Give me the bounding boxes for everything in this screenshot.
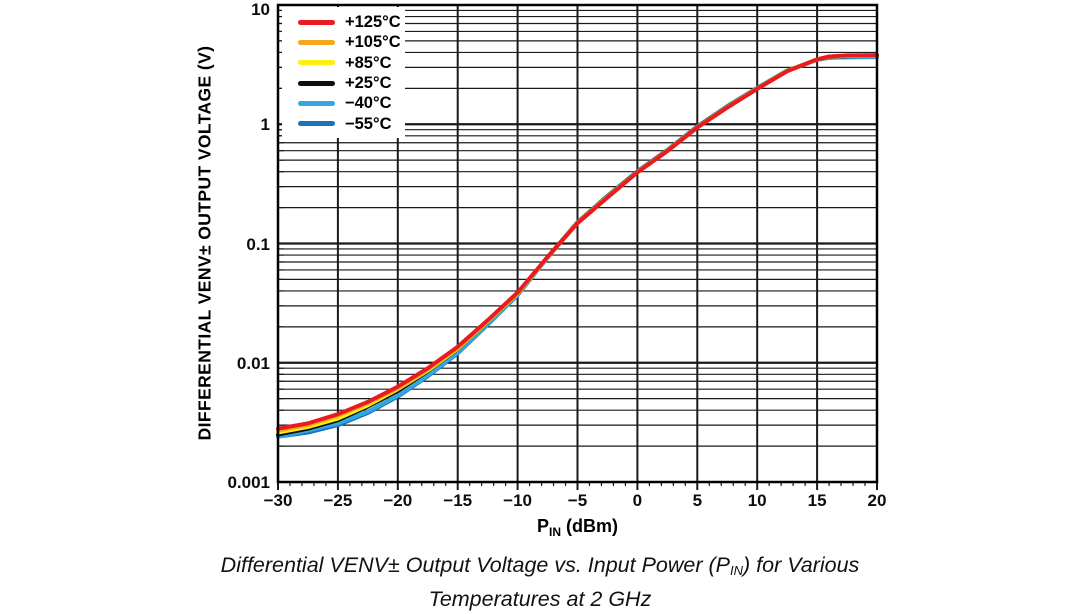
x-tick-label: 5 [692,491,703,510]
legend-label: −55°C [345,114,392,133]
x-tick-label: −5 [567,491,588,510]
legend-label: +25°C [345,73,392,92]
x-axis-title-unit: (dBm) [561,516,618,536]
legend-label: +85°C [345,53,392,72]
y-tick-label: 0.01 [236,353,270,373]
y-tick-label: 0.001 [227,473,270,492]
legend-item: −55°C [298,115,405,133]
legend-item: +25°C [298,74,405,92]
curve-125c [276,53,879,431]
legend-label: −40°C [345,94,392,113]
caption-line-1: Differential VENV± Output Voltage vs. In… [220,553,860,578]
x-tick-label: −10 [503,491,533,510]
x-tick-label: −20 [383,491,413,510]
caption-line-2: Temperatures at 2 GHz [428,587,652,611]
y-tick-label: 0.1 [246,234,270,254]
legend-line-swatch [298,80,335,86]
y-axis-title: DIFFERENTIAL VENV± OUTPUT VOLTAGE (V) [194,45,215,441]
x-tick-label: 20 [867,491,887,510]
x-tick-label: 15 [807,491,827,510]
x-tick-label: 10 [747,491,767,510]
x-axis-title-subscript: IN [549,525,561,539]
y-tick-label: 10 [251,0,270,19]
y-tick-label: 1 [260,115,270,135]
legend-item: −40°C [298,95,405,113]
legend-line-swatch [298,39,335,45]
x-tick-label: −30 [263,491,293,510]
x-tick-label: 0 [632,491,643,510]
legend-item: +85°C [298,54,405,72]
figure-caption: Differential VENV± Output Voltage vs. In… [0,551,1080,613]
legend-item: +125°C [298,13,405,31]
legend-label: +105°C [345,33,401,52]
legend-line-swatch [298,60,335,66]
plot-border [276,3,879,484]
legend-label: +125°C [345,12,401,31]
legend-item: +105°C [298,33,405,51]
x-tick-label: −15 [443,491,473,510]
legend: +125°C +105°C +85°C +25°C −40°C −55°C [282,7,405,138]
x-tick-label: −25 [323,491,353,510]
x-axis-title: PIN (dBm) [0,516,1080,539]
x-axis-title-symbol: P [536,516,549,536]
legend-line-swatch [298,101,335,107]
legend-line-swatch [298,19,335,25]
legend-line-swatch [298,121,335,127]
